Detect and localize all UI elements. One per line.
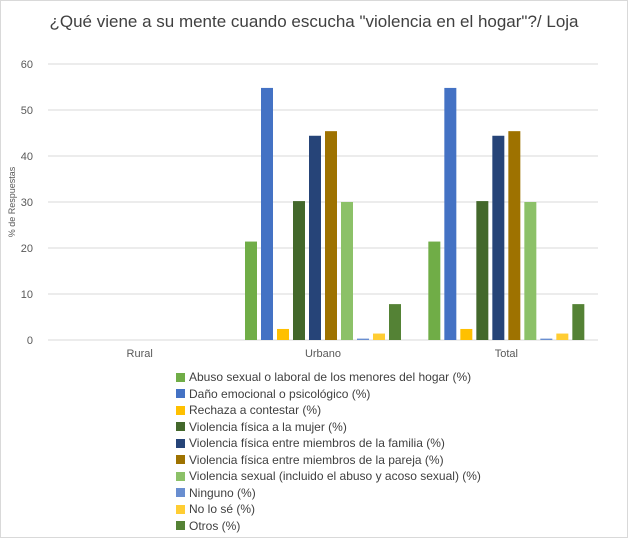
x-tick-label: Total [495,348,518,360]
bar [524,202,537,340]
y-axis-ticks: 0 10 20 30 40 50 60 [21,59,33,347]
bar [428,241,441,340]
legend-label: Violencia sexual (incluido el abuso y ac… [189,469,481,484]
bar [556,333,569,340]
legend-swatch [176,455,185,465]
x-tick-label: Rural [127,348,153,360]
legend-label: Otros (%) [189,518,241,533]
legend-item: Violencia física entre miembros de la pa… [176,452,616,469]
gridlines [48,63,598,341]
y-tick-label: 60 [21,59,33,71]
bar [540,338,553,340]
bar [492,135,505,340]
legend-swatch [176,372,185,382]
legend-label: Violencia física entre miembros de la fa… [189,436,445,451]
bar [373,333,385,340]
legend-item: Rechaza a contestar (%) [176,402,616,419]
legend-swatch [176,504,185,514]
bar [309,135,321,340]
y-tick-label: 50 [21,105,33,117]
x-axis-ticks: Rural Urbano Total [127,348,518,360]
legend-label: Rechaza a contestar (%) [189,403,322,418]
y-tick-label: 20 [21,243,33,255]
legend-item: Ninguno (%) [176,485,616,502]
legend-label: Abuso sexual o laboral de los menores de… [189,370,472,385]
legend-item: Daño emocional o psicológico (%) [176,386,616,403]
legend-item: Abuso sexual o laboral de los menores de… [176,369,616,386]
y-tick-label: 0 [27,335,33,347]
bar [444,87,457,340]
bar [572,304,585,340]
legend-label: Violencia física entre miembros de la pa… [189,452,444,467]
bar [357,338,369,340]
legend-label: Violencia física a la mujer (%) [189,419,347,434]
legend-swatch [176,438,185,448]
bar [476,201,489,340]
legend-swatch [176,405,185,415]
bar [277,328,289,340]
bar [389,304,401,340]
bar [325,131,337,340]
plot-area: 0 10 20 30 40 50 60 Rural Urbano Total [21,59,598,360]
bar [245,241,257,340]
bar [460,328,473,340]
legend-swatch [176,521,185,531]
legend-swatch [176,422,185,432]
legend-item: Otros (%) [176,518,616,535]
y-tick-label: 10 [21,289,33,301]
bars [245,87,585,340]
legend-label: No lo sé (%) [189,502,256,517]
bar [293,201,305,340]
legend-label: Ninguno (%) [189,485,256,500]
legend: Abuso sexual o laboral de los menores de… [176,369,616,534]
y-tick-label: 40 [21,151,33,163]
y-tick-label: 30 [21,197,33,209]
legend-swatch [176,471,185,481]
x-tick-label: Urbano [305,348,341,360]
bar [508,131,521,340]
bar [341,202,353,340]
legend-item: Violencia física entre miembros de la fa… [176,435,616,452]
legend-swatch [176,488,185,498]
legend-label: Daño emocional o psicológico (%) [189,386,371,401]
bar [261,87,273,340]
legend-item: Violencia sexual (incluido el abuso y ac… [176,468,616,485]
legend-item: No lo sé (%) [176,501,616,518]
chart-title: ¿Qué viene a su mente cuando escucha "vi… [49,12,579,31]
legend-item: Violencia física a la mujer (%) [176,419,616,436]
legend-swatch [176,389,185,399]
